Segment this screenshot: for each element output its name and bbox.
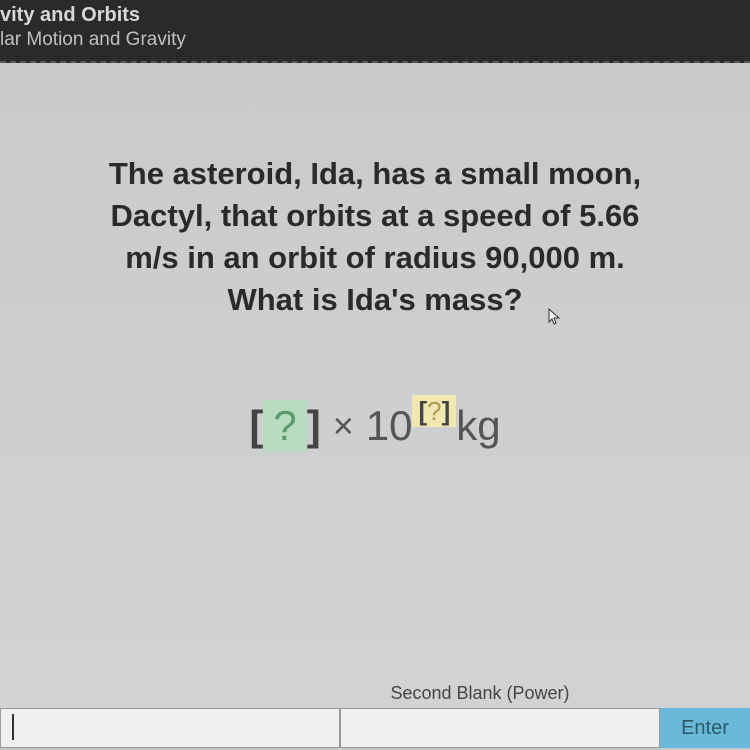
times-symbol: × — [333, 405, 354, 447]
answer-input-row: Second Blank (Power) Enter — [0, 683, 750, 748]
power-group: 10[?]kg — [366, 402, 501, 450]
enter-button[interactable]: Enter — [660, 708, 750, 748]
question-text: The asteroid, Ida, has a small moon, Dac… — [30, 153, 720, 320]
bracket-close-1: ] — [307, 402, 321, 449]
header-title: vity and Orbits — [0, 4, 750, 27]
first-blank-input[interactable] — [0, 708, 340, 748]
question-line-3: m/s in an orbit of radius 90,000 m. — [30, 237, 720, 279]
page-header: vity and Orbits lar Motion and Gravity — [0, 0, 750, 63]
question-line-2: Dactyl, that orbits at a speed of 5.66 — [30, 195, 720, 237]
content-area: The asteroid, Ida, has a small moon, Dac… — [0, 63, 750, 748]
second-blank-input[interactable] — [340, 708, 660, 748]
exponent-blank[interactable]: ? — [427, 396, 441, 426]
input-section: Second Blank (Power) Enter — [0, 683, 750, 748]
exponent-blank-group: [?] — [412, 402, 456, 449]
input-boxes: Enter — [0, 708, 750, 748]
coefficient-blank[interactable]: ? — [263, 400, 306, 452]
unit-label: kg — [456, 402, 500, 449]
question-line-4: What is Ida's mass? — [30, 279, 720, 321]
text-cursor — [12, 714, 14, 740]
question-line-1: The asteroid, Ida, has a small moon, — [30, 153, 720, 195]
bracket-open-2: [ — [418, 396, 427, 426]
base-ten: 10 — [366, 402, 413, 449]
bracket-close-2: ] — [442, 396, 451, 426]
coefficient-blank-group: [?] — [249, 400, 320, 452]
bracket-open-1: [ — [249, 402, 263, 449]
header-subtitle: lar Motion and Gravity — [0, 29, 750, 51]
answer-formula: [?] × 10[?]kg — [30, 400, 720, 452]
second-blank-label: Second Blank (Power) — [0, 683, 750, 704]
